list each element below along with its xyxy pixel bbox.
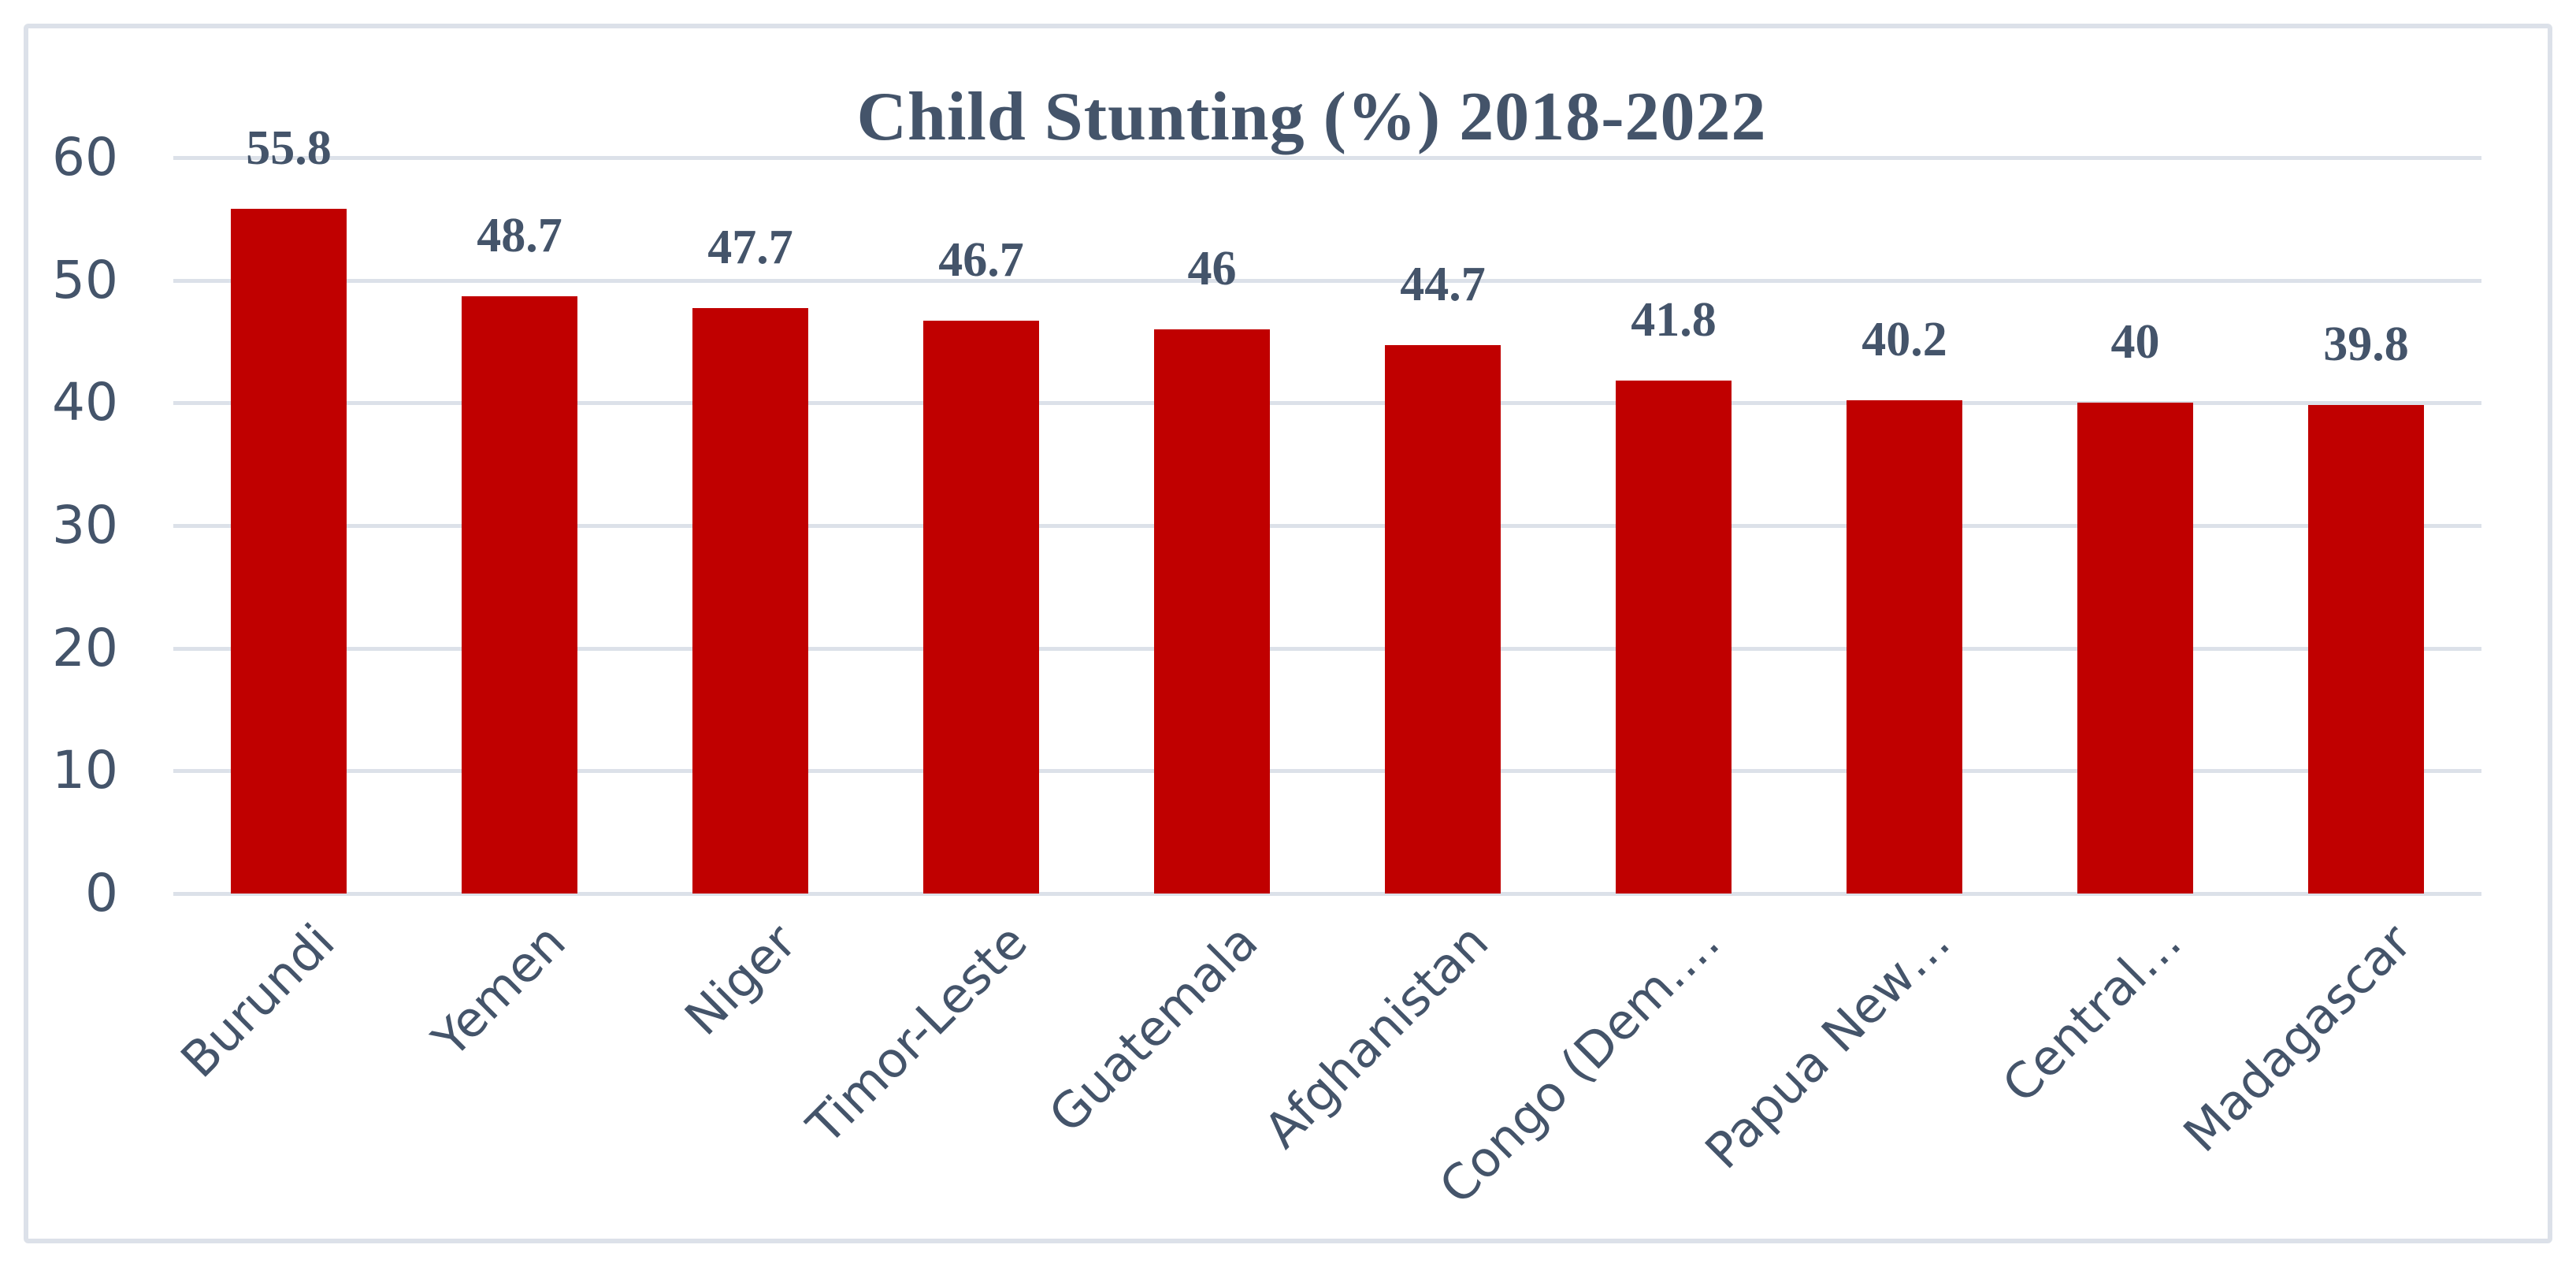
bar-value-label: 44.7 [1400, 258, 1486, 312]
gridline [173, 401, 2481, 406]
bar [1616, 381, 1732, 894]
y-tick-label: 40 [52, 372, 118, 433]
y-tick-label: 60 [52, 127, 118, 188]
bar [923, 321, 1039, 894]
gridline [173, 769, 2481, 774]
bar-value-label: 40.2 [1861, 313, 1947, 367]
chart-frame [24, 24, 2552, 1243]
bar-value-label: 48.7 [477, 208, 562, 262]
gridline [173, 646, 2481, 651]
bar-value-label: 40 [2110, 315, 2160, 370]
bar [692, 308, 808, 894]
bar-value-label: 39.8 [2323, 318, 2409, 372]
y-tick-label: 0 [85, 863, 118, 923]
gridline [173, 524, 2481, 528]
bar-value-label: 55.8 [246, 121, 332, 176]
bar-value-label: 47.7 [707, 221, 793, 275]
bar [1154, 329, 1270, 894]
y-tick-label: 20 [52, 617, 118, 678]
gridline [173, 892, 2481, 896]
bar [462, 295, 577, 894]
bar-value-label: 46 [1187, 241, 1237, 295]
bar-value-label: 46.7 [938, 233, 1024, 288]
chart-title: Child Stunting (%) 2018-2022 [856, 79, 1767, 155]
bar [2077, 403, 2193, 894]
bar [231, 209, 347, 894]
bar [2308, 405, 2424, 894]
gridline [173, 156, 2481, 160]
gridline [173, 278, 2481, 283]
y-tick-label: 50 [52, 249, 118, 310]
plot-area [173, 156, 2481, 896]
bar [1847, 400, 1962, 894]
bar-value-label: 41.8 [1631, 293, 1717, 347]
y-tick-label: 10 [52, 740, 118, 801]
y-tick-label: 30 [52, 495, 118, 555]
bar [1385, 345, 1501, 894]
